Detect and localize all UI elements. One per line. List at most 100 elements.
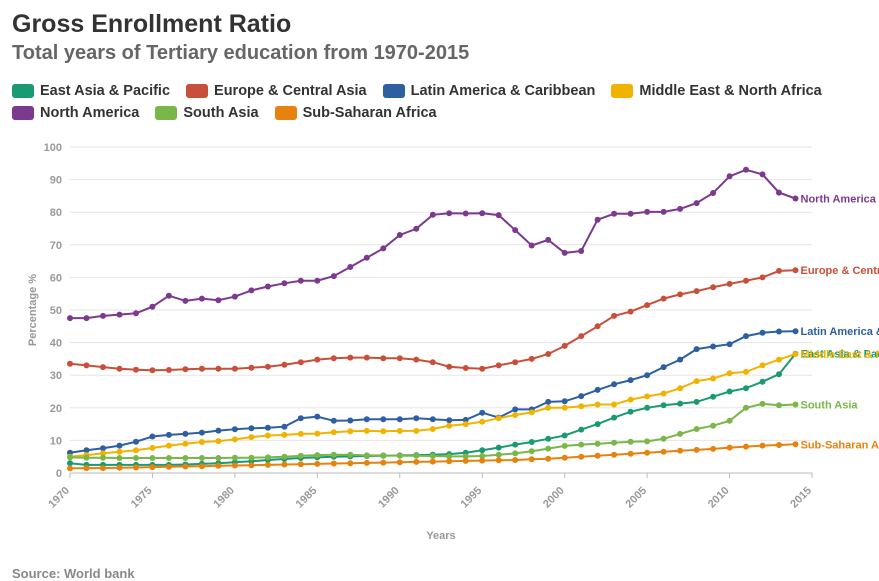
data-point — [413, 427, 420, 434]
data-point — [182, 455, 189, 461]
legend-item[interactable]: East Asia & Pacific — [12, 82, 170, 100]
data-point — [594, 452, 601, 459]
data-point — [165, 463, 172, 470]
data-point — [495, 444, 502, 451]
data-point — [165, 455, 172, 461]
data-point — [495, 451, 502, 458]
data-point — [116, 464, 123, 471]
data-point — [693, 398, 700, 405]
data-point — [363, 354, 370, 361]
data-point — [479, 453, 486, 459]
legend-item[interactable]: Middle East & North Africa — [611, 82, 822, 100]
data-point — [347, 417, 354, 424]
data-point — [561, 442, 568, 449]
data-point — [429, 426, 436, 432]
data-point — [182, 463, 189, 470]
legend-swatch — [155, 106, 178, 120]
data-point — [545, 398, 552, 405]
data-point — [644, 372, 651, 379]
data-point — [726, 370, 733, 377]
data-point — [528, 448, 535, 455]
data-point — [594, 421, 601, 428]
data-point — [231, 436, 238, 443]
data-point — [264, 424, 271, 431]
legend-label: South Asia — [183, 105, 259, 121]
series-end-label: Latin America & Caribbean — [801, 326, 879, 338]
data-point — [281, 453, 288, 460]
data-point — [264, 283, 271, 290]
data-point — [330, 417, 337, 424]
data-point — [347, 354, 354, 361]
x-tick-label: 1985 — [294, 485, 320, 511]
data-point — [693, 446, 700, 453]
data-point — [133, 366, 139, 373]
data-point — [776, 356, 782, 363]
data-point — [116, 365, 123, 372]
data-point — [512, 359, 519, 366]
legend-item[interactable]: South Asia — [155, 104, 259, 122]
data-point — [281, 361, 288, 368]
data-point — [363, 254, 370, 261]
data-point — [660, 448, 667, 455]
data-point — [281, 423, 288, 430]
data-point — [264, 454, 271, 461]
data-point — [396, 355, 403, 362]
data-point — [149, 455, 156, 461]
data-point — [67, 454, 73, 461]
data-point — [83, 315, 90, 322]
y-tick-label: 10 — [50, 435, 62, 447]
data-point — [611, 414, 618, 421]
data-point — [594, 401, 601, 408]
legend-swatch — [274, 106, 297, 120]
data-point — [644, 393, 651, 400]
data-point — [495, 457, 502, 464]
legend-label: Europe & Central Asia — [214, 83, 367, 99]
data-point — [710, 190, 717, 196]
legend-item[interactable]: North America — [12, 104, 139, 122]
data-point — [479, 457, 486, 464]
data-point — [67, 315, 73, 322]
data-point — [182, 297, 189, 304]
data-point — [726, 280, 733, 287]
data-point — [759, 171, 766, 178]
legend-item[interactable]: Sub-Saharan Africa — [274, 104, 437, 122]
series-end-label: Europe & Central Asia — [801, 265, 879, 277]
data-point — [198, 429, 205, 436]
data-point — [545, 351, 552, 357]
data-point — [429, 453, 436, 459]
x-tick-label: 1975 — [129, 485, 155, 511]
data-point — [149, 433, 156, 440]
data-point — [743, 404, 749, 411]
data-point — [330, 451, 337, 458]
data-point — [578, 441, 585, 448]
x-tick-label: 1995 — [459, 485, 485, 511]
x-tick-label: 1970 — [46, 485, 72, 511]
data-point — [743, 385, 749, 392]
data-point — [198, 463, 205, 470]
chart-subtitle: Total years of Tertiary education from 1… — [12, 42, 470, 64]
data-point — [231, 426, 238, 433]
data-point — [264, 461, 271, 468]
data-point — [578, 393, 585, 400]
data-point — [396, 452, 403, 459]
data-point — [743, 443, 749, 450]
data-point — [512, 457, 519, 463]
data-point — [710, 284, 717, 291]
data-point — [182, 440, 189, 447]
legend-swatch — [382, 84, 405, 98]
data-point — [100, 454, 106, 461]
data-point — [759, 400, 766, 407]
data-point — [198, 439, 205, 445]
legend-label: East Asia & Pacific — [40, 83, 171, 99]
data-point — [380, 355, 387, 362]
data-point — [363, 427, 370, 434]
data-point — [693, 288, 700, 295]
data-point — [330, 355, 337, 362]
legend-item[interactable]: Latin America & Caribbean — [382, 82, 595, 100]
legend-item[interactable]: Europe & Central Asia — [186, 82, 367, 100]
data-point — [644, 302, 651, 309]
data-point — [776, 442, 782, 448]
data-point — [396, 427, 403, 434]
data-point — [528, 439, 535, 445]
data-point — [264, 432, 271, 439]
